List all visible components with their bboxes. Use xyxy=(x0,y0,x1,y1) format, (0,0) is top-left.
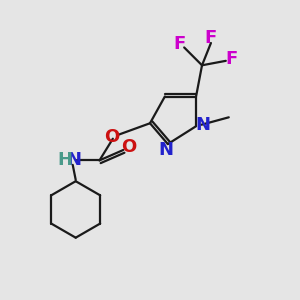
Text: F: F xyxy=(205,29,217,47)
Text: N: N xyxy=(195,116,210,134)
Text: O: O xyxy=(104,128,120,146)
Text: F: F xyxy=(174,35,186,53)
Text: N: N xyxy=(66,151,81,169)
Text: N: N xyxy=(159,141,174,159)
Text: F: F xyxy=(225,50,237,68)
Text: H: H xyxy=(57,151,72,169)
Text: O: O xyxy=(121,138,136,156)
